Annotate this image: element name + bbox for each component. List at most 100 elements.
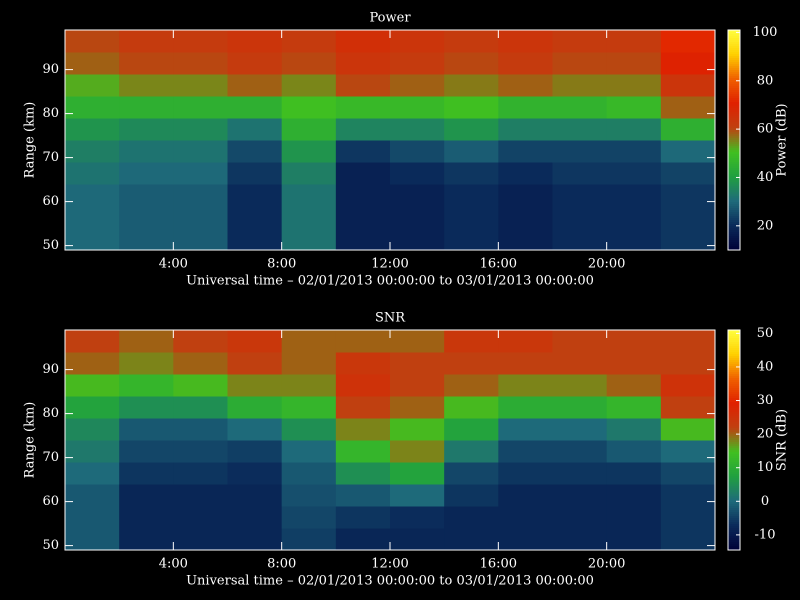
heatmap-cell — [660, 506, 716, 529]
heatmap-cell — [660, 440, 716, 463]
colorbar-swatch — [728, 168, 740, 171]
heatmap-cell — [119, 462, 174, 485]
colorbar-swatch — [728, 394, 740, 397]
colorbar-swatch — [728, 232, 740, 235]
heatmap-cell — [606, 506, 662, 529]
colorbar-swatch — [728, 174, 740, 177]
heatmap-cell — [65, 462, 120, 485]
colorbar-swatch — [728, 238, 740, 241]
colorbar-swatch — [728, 384, 740, 387]
colorbar-swatch — [728, 156, 740, 159]
colorbar-swatch — [728, 80, 740, 83]
heatmap-cell — [335, 228, 391, 251]
heatmap-cell — [444, 484, 499, 507]
colorbar-swatch — [728, 144, 740, 147]
heatmap-cell — [444, 118, 499, 141]
heatmap-cell — [227, 52, 283, 75]
heatmap-cell — [281, 228, 337, 251]
heatmap-cell — [390, 440, 445, 463]
heatmap-cell — [390, 162, 445, 185]
heatmap-cell — [444, 184, 499, 207]
heatmap-cell — [119, 52, 174, 75]
colorbar-swatch — [728, 188, 740, 191]
colorbar-swatch — [728, 468, 740, 471]
colorbar-swatch — [728, 78, 740, 81]
heatmap-cell — [281, 440, 337, 463]
colorbar-swatch — [728, 190, 740, 193]
heatmap-cell — [552, 528, 608, 551]
heatmap-cell — [498, 140, 553, 163]
heatmap-cell — [119, 528, 174, 551]
heatmap-cells — [65, 330, 716, 551]
colorbar-tick-label: 40 — [757, 170, 774, 185]
colorbar-swatch — [728, 488, 740, 491]
colorbar-swatch — [728, 76, 740, 79]
heatmap-cell — [498, 374, 553, 397]
colorbar-swatch — [728, 398, 740, 401]
heatmap-cell — [390, 374, 445, 397]
colorbar-swatch — [728, 214, 740, 217]
colorbar-swatch — [728, 32, 740, 35]
colorbar-tick-label: 10 — [757, 460, 774, 475]
heatmap-cell — [119, 484, 174, 507]
heatmap-cell — [444, 74, 499, 97]
heatmap-cell — [65, 184, 120, 207]
heatmap-cell — [660, 374, 716, 397]
heatmap-cell — [227, 206, 283, 229]
colorbar-swatch — [728, 98, 740, 101]
heatmap-cell — [390, 418, 445, 441]
y-tick-label: 60 — [42, 494, 59, 509]
colorbar-swatch — [728, 404, 740, 407]
heatmap-cell — [552, 52, 608, 75]
heatmap-cell — [227, 506, 283, 529]
heatmap-cell — [65, 506, 120, 529]
heatmap-cell — [335, 74, 391, 97]
colorbar-swatch — [728, 434, 740, 437]
colorbar-swatch — [728, 430, 740, 433]
heatmap-cell — [606, 184, 662, 207]
heatmap-cell — [281, 396, 337, 419]
heatmap-cell — [552, 228, 608, 251]
colorbar-swatch — [728, 452, 740, 455]
heatmap-cell — [444, 418, 499, 441]
heatmap-cell — [498, 162, 553, 185]
heatmap-cell — [281, 52, 337, 75]
colorbar-swatch — [728, 412, 740, 415]
heatmap-cell — [335, 374, 391, 397]
colorbar-tick-label: 50 — [757, 326, 774, 341]
heatmap-cell — [227, 374, 283, 397]
x-axis-label: Universal time – 02/01/2013 00:00:00 to … — [186, 574, 594, 589]
colorbar-swatch — [728, 508, 740, 511]
y-tick-label: 90 — [42, 362, 59, 377]
heatmap-cell — [660, 184, 716, 207]
heatmap-cell — [173, 462, 228, 485]
heatmap-cell — [281, 374, 337, 397]
colorbar-swatch — [728, 348, 740, 351]
colorbar-swatch — [728, 178, 740, 181]
colorbar-swatch — [728, 376, 740, 379]
colorbar-swatch — [728, 196, 740, 199]
heatmap-cell — [65, 52, 120, 75]
heatmap-cell — [227, 484, 283, 507]
colorbar-swatch — [728, 124, 740, 127]
colorbar-swatch — [728, 108, 740, 111]
heatmap-cell — [227, 440, 283, 463]
colorbar-swatch — [728, 246, 740, 249]
colorbar-swatch — [728, 432, 740, 435]
heatmap-cell — [444, 374, 499, 397]
heatmap-cell — [65, 118, 120, 141]
heatmap-cell — [173, 484, 228, 507]
colorbar-swatch — [728, 164, 740, 167]
colorbar-swatch — [728, 456, 740, 459]
colorbar-swatch — [728, 244, 740, 247]
colorbar-swatch — [728, 154, 740, 157]
colorbar-swatch — [728, 222, 740, 225]
heatmap-cell — [552, 162, 608, 185]
colorbar-swatch — [728, 224, 740, 227]
heatmap-cell — [65, 30, 120, 53]
colorbar-swatch — [728, 548, 740, 551]
heatmap-cell — [119, 206, 174, 229]
heatmap-cell — [552, 206, 608, 229]
heatmap-cell — [227, 140, 283, 163]
x-tick-label: 16:00 — [480, 557, 517, 572]
